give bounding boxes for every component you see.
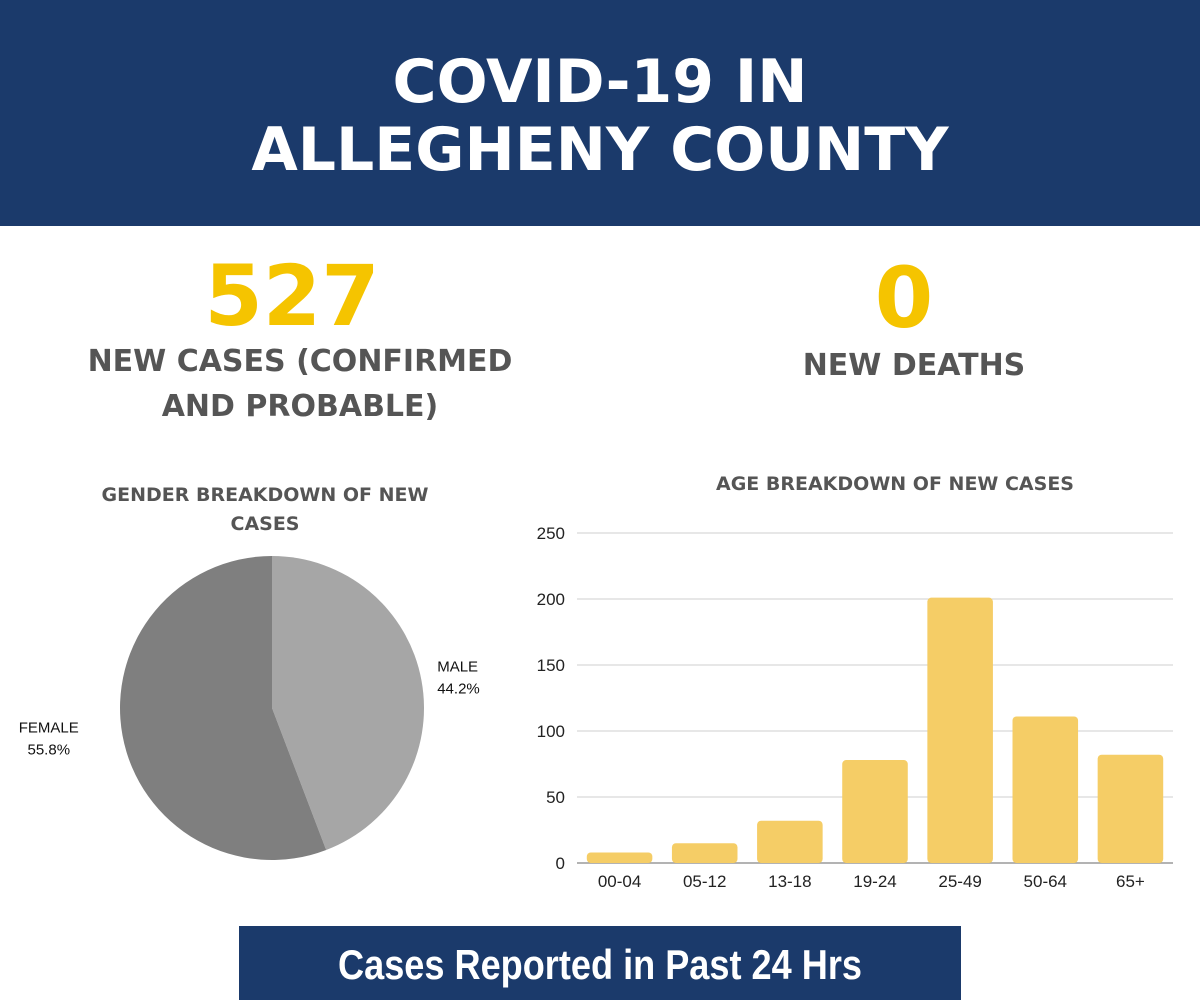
y-tick-label: 150 (537, 656, 565, 675)
x-tick-label: 00-04 (598, 872, 641, 891)
gender-pie-chart: MALE 44.2% FEMALE 55.8% (19, 556, 480, 860)
gender-chart-title-line2: CASES (230, 513, 300, 535)
new-deaths-label: NEW DEATHS (802, 348, 1026, 383)
bar-19-24 (842, 760, 908, 863)
pie-value-female: 55.8% (28, 741, 71, 758)
y-tick-label: 50 (546, 788, 565, 807)
new-cases-value: 527 (204, 247, 380, 345)
footer-text: Cases Reported in Past 24 Hrs (338, 941, 862, 988)
x-tick-label: 50-64 (1024, 872, 1067, 891)
y-tick-label: 250 (537, 524, 565, 543)
age-chart-title: AGE BREAKDOWN OF NEW CASES (715, 473, 1074, 495)
y-tick-label: 0 (556, 854, 565, 873)
bar-50-64 (1012, 716, 1079, 863)
bar-65+ (1097, 754, 1164, 863)
pie-label-female: FEMALE (19, 719, 79, 736)
new-cases-label-line1: NEW CASES (CONFIRMED (87, 344, 513, 379)
footer-banner: Cases Reported in Past 24 Hrs (239, 926, 961, 1000)
new-deaths-value: 0 (874, 249, 934, 347)
gender-chart-title-line1: GENDER BREAKDOWN OF NEW (101, 484, 429, 506)
pie-value-male: 44.2% (437, 681, 480, 698)
header-banner: COVID-19 IN ALLEGHENY COUNTY (0, 0, 1200, 226)
new-cases-label-line2: AND PROBABLE) (161, 389, 439, 424)
bar-25-49 (927, 597, 993, 863)
page-title-line2: ALLEGHENY COUNTY (251, 115, 949, 185)
pie-slice-female (120, 556, 327, 860)
y-tick-label: 100 (537, 722, 565, 741)
x-tick-label: 65+ (1116, 872, 1145, 891)
pie-slice-male (272, 556, 425, 851)
page-title-line1: COVID-19 IN (392, 47, 808, 117)
y-tick-label: 200 (537, 590, 565, 609)
x-tick-label: 05-12 (683, 872, 726, 891)
bar-00-04 (586, 852, 653, 863)
bar-05-12 (671, 843, 738, 863)
bar-13-18 (757, 820, 823, 863)
x-tick-label: 19-24 (853, 872, 896, 891)
x-tick-label: 25-49 (938, 872, 981, 891)
x-tick-label: 13-18 (768, 872, 811, 891)
age-bar-chart: 0 50 100 150 200 250 00-04 05-12 13-18 19-24 25-49… (537, 524, 1173, 891)
pie-label-male: MALE (437, 659, 478, 676)
